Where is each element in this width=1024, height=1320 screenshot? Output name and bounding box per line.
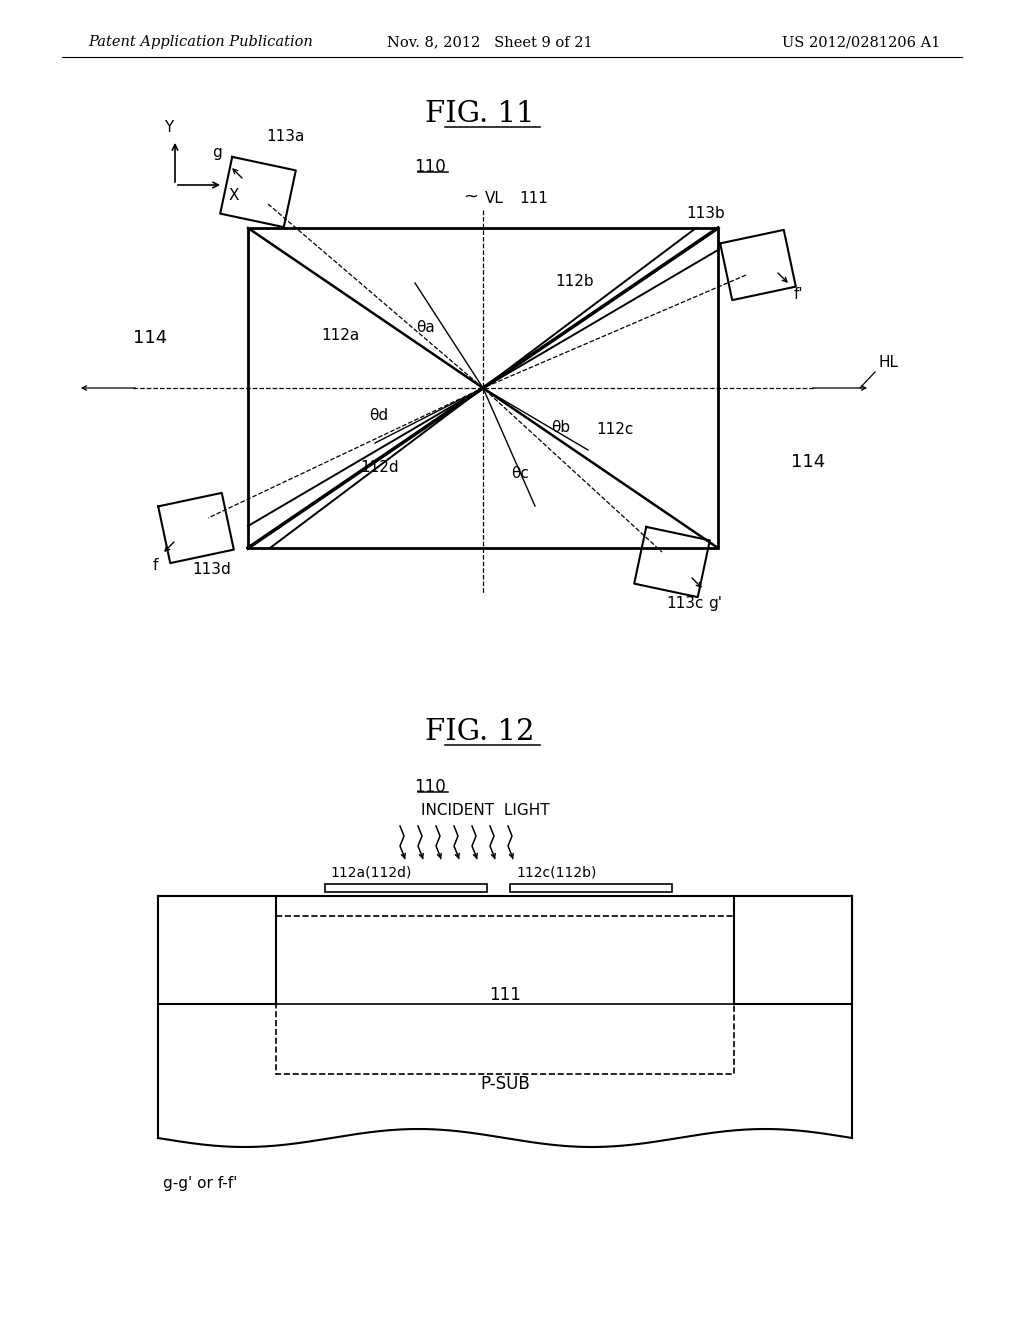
Text: VL: VL bbox=[485, 191, 504, 206]
Text: 110: 110 bbox=[414, 158, 445, 176]
Text: n: n bbox=[787, 946, 799, 965]
Text: g-g' or f-f': g-g' or f-f' bbox=[163, 1176, 238, 1191]
Text: θd: θd bbox=[369, 408, 388, 424]
Text: θc: θc bbox=[511, 466, 528, 480]
Text: 114: 114 bbox=[133, 329, 167, 347]
Text: θb: θb bbox=[551, 421, 570, 436]
Text: 110: 110 bbox=[414, 777, 445, 796]
Text: 112a: 112a bbox=[321, 327, 359, 342]
Text: 113c: 113c bbox=[666, 597, 703, 611]
Text: INCIDENT  LIGHT: INCIDENT LIGHT bbox=[421, 803, 549, 818]
Text: 111: 111 bbox=[489, 986, 521, 1005]
Text: g: g bbox=[212, 145, 222, 160]
Text: HL: HL bbox=[878, 355, 898, 370]
Bar bbox=[325, 884, 487, 892]
Text: 112a(112d): 112a(112d) bbox=[330, 866, 412, 880]
Text: FIG. 12: FIG. 12 bbox=[425, 718, 535, 746]
Text: 112b: 112b bbox=[556, 275, 594, 289]
Text: 111: 111 bbox=[519, 191, 548, 206]
Text: f: f bbox=[153, 558, 158, 573]
Bar bbox=[158, 896, 276, 1005]
Text: Y: Y bbox=[165, 120, 174, 135]
Text: θa: θa bbox=[416, 321, 435, 335]
Text: FIG. 11: FIG. 11 bbox=[425, 100, 535, 128]
Text: Nov. 8, 2012   Sheet 9 of 21: Nov. 8, 2012 Sheet 9 of 21 bbox=[387, 36, 593, 49]
Text: f': f' bbox=[794, 286, 804, 302]
Text: Patent Application Publication: Patent Application Publication bbox=[88, 36, 312, 49]
Text: X: X bbox=[229, 187, 240, 203]
Text: 112d: 112d bbox=[360, 461, 399, 475]
Text: P-SUB: P-SUB bbox=[480, 1074, 529, 1093]
Text: n: n bbox=[211, 946, 222, 965]
Bar bbox=[510, 884, 672, 892]
Text: US 2012/0281206 A1: US 2012/0281206 A1 bbox=[781, 36, 940, 49]
Text: 112c(112b): 112c(112b) bbox=[516, 866, 596, 880]
Bar bbox=[248, 228, 718, 548]
Text: g': g' bbox=[708, 597, 722, 611]
Text: ~: ~ bbox=[464, 187, 478, 206]
Text: 113a(113d): 113a(113d) bbox=[178, 909, 256, 923]
Text: 114: 114 bbox=[791, 453, 825, 471]
Text: 113d: 113d bbox=[193, 562, 230, 577]
Text: 113c(113b): 113c(113b) bbox=[755, 909, 831, 923]
Text: 112c: 112c bbox=[596, 422, 634, 437]
Text: 113b: 113b bbox=[686, 206, 725, 220]
Bar bbox=[276, 916, 734, 1074]
Text: 113a: 113a bbox=[266, 129, 304, 144]
Bar bbox=[734, 896, 852, 1005]
